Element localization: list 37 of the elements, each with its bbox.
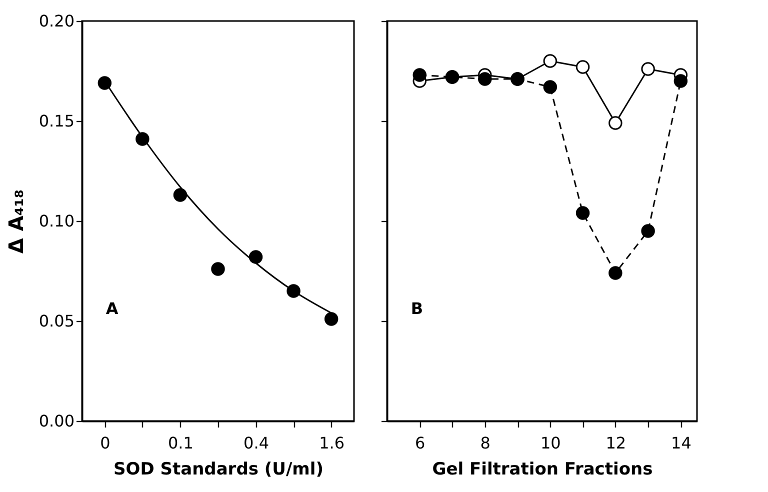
x-tick-label: 0.1 <box>168 434 194 452</box>
point <box>543 54 558 68</box>
y-tick-label: 0.10 <box>38 212 74 230</box>
point <box>641 224 655 238</box>
x-tick-label: 14 <box>671 434 692 452</box>
y-tick-label: 0.20 <box>38 12 74 30</box>
annotation: A <box>106 299 119 318</box>
point <box>543 80 558 94</box>
x-tick-label: 1.6 <box>319 434 345 452</box>
point <box>674 74 688 88</box>
y-axis-title: Δ A₄₁₈ <box>4 189 28 254</box>
x-tick-label: 12 <box>606 434 626 452</box>
point <box>211 262 225 276</box>
point <box>478 72 492 86</box>
point <box>286 284 300 298</box>
y-tick-label: 0.05 <box>38 312 74 330</box>
x-axis-title: SOD Standards (U/ml) <box>114 460 324 480</box>
y-tick-label: 0.15 <box>38 112 74 130</box>
annotation: B <box>410 299 424 318</box>
x-tick-label: 6 <box>415 434 426 452</box>
point <box>98 76 112 90</box>
point <box>324 312 338 326</box>
point <box>576 206 590 220</box>
point <box>576 60 590 74</box>
x-tick-label: 0 <box>100 434 110 452</box>
point <box>136 132 150 146</box>
point <box>641 62 655 76</box>
y-tick-label: 0.00 <box>38 412 74 430</box>
point <box>248 250 263 264</box>
x-tick-label: 10 <box>540 434 561 452</box>
x-tick-label: 0.4 <box>244 434 270 452</box>
point <box>412 68 427 82</box>
point <box>608 116 622 130</box>
x-tick-label: 8 <box>480 434 490 452</box>
x-axis-title: Gel Filtration Fractions <box>432 460 653 480</box>
point <box>608 266 622 280</box>
point <box>173 188 188 202</box>
